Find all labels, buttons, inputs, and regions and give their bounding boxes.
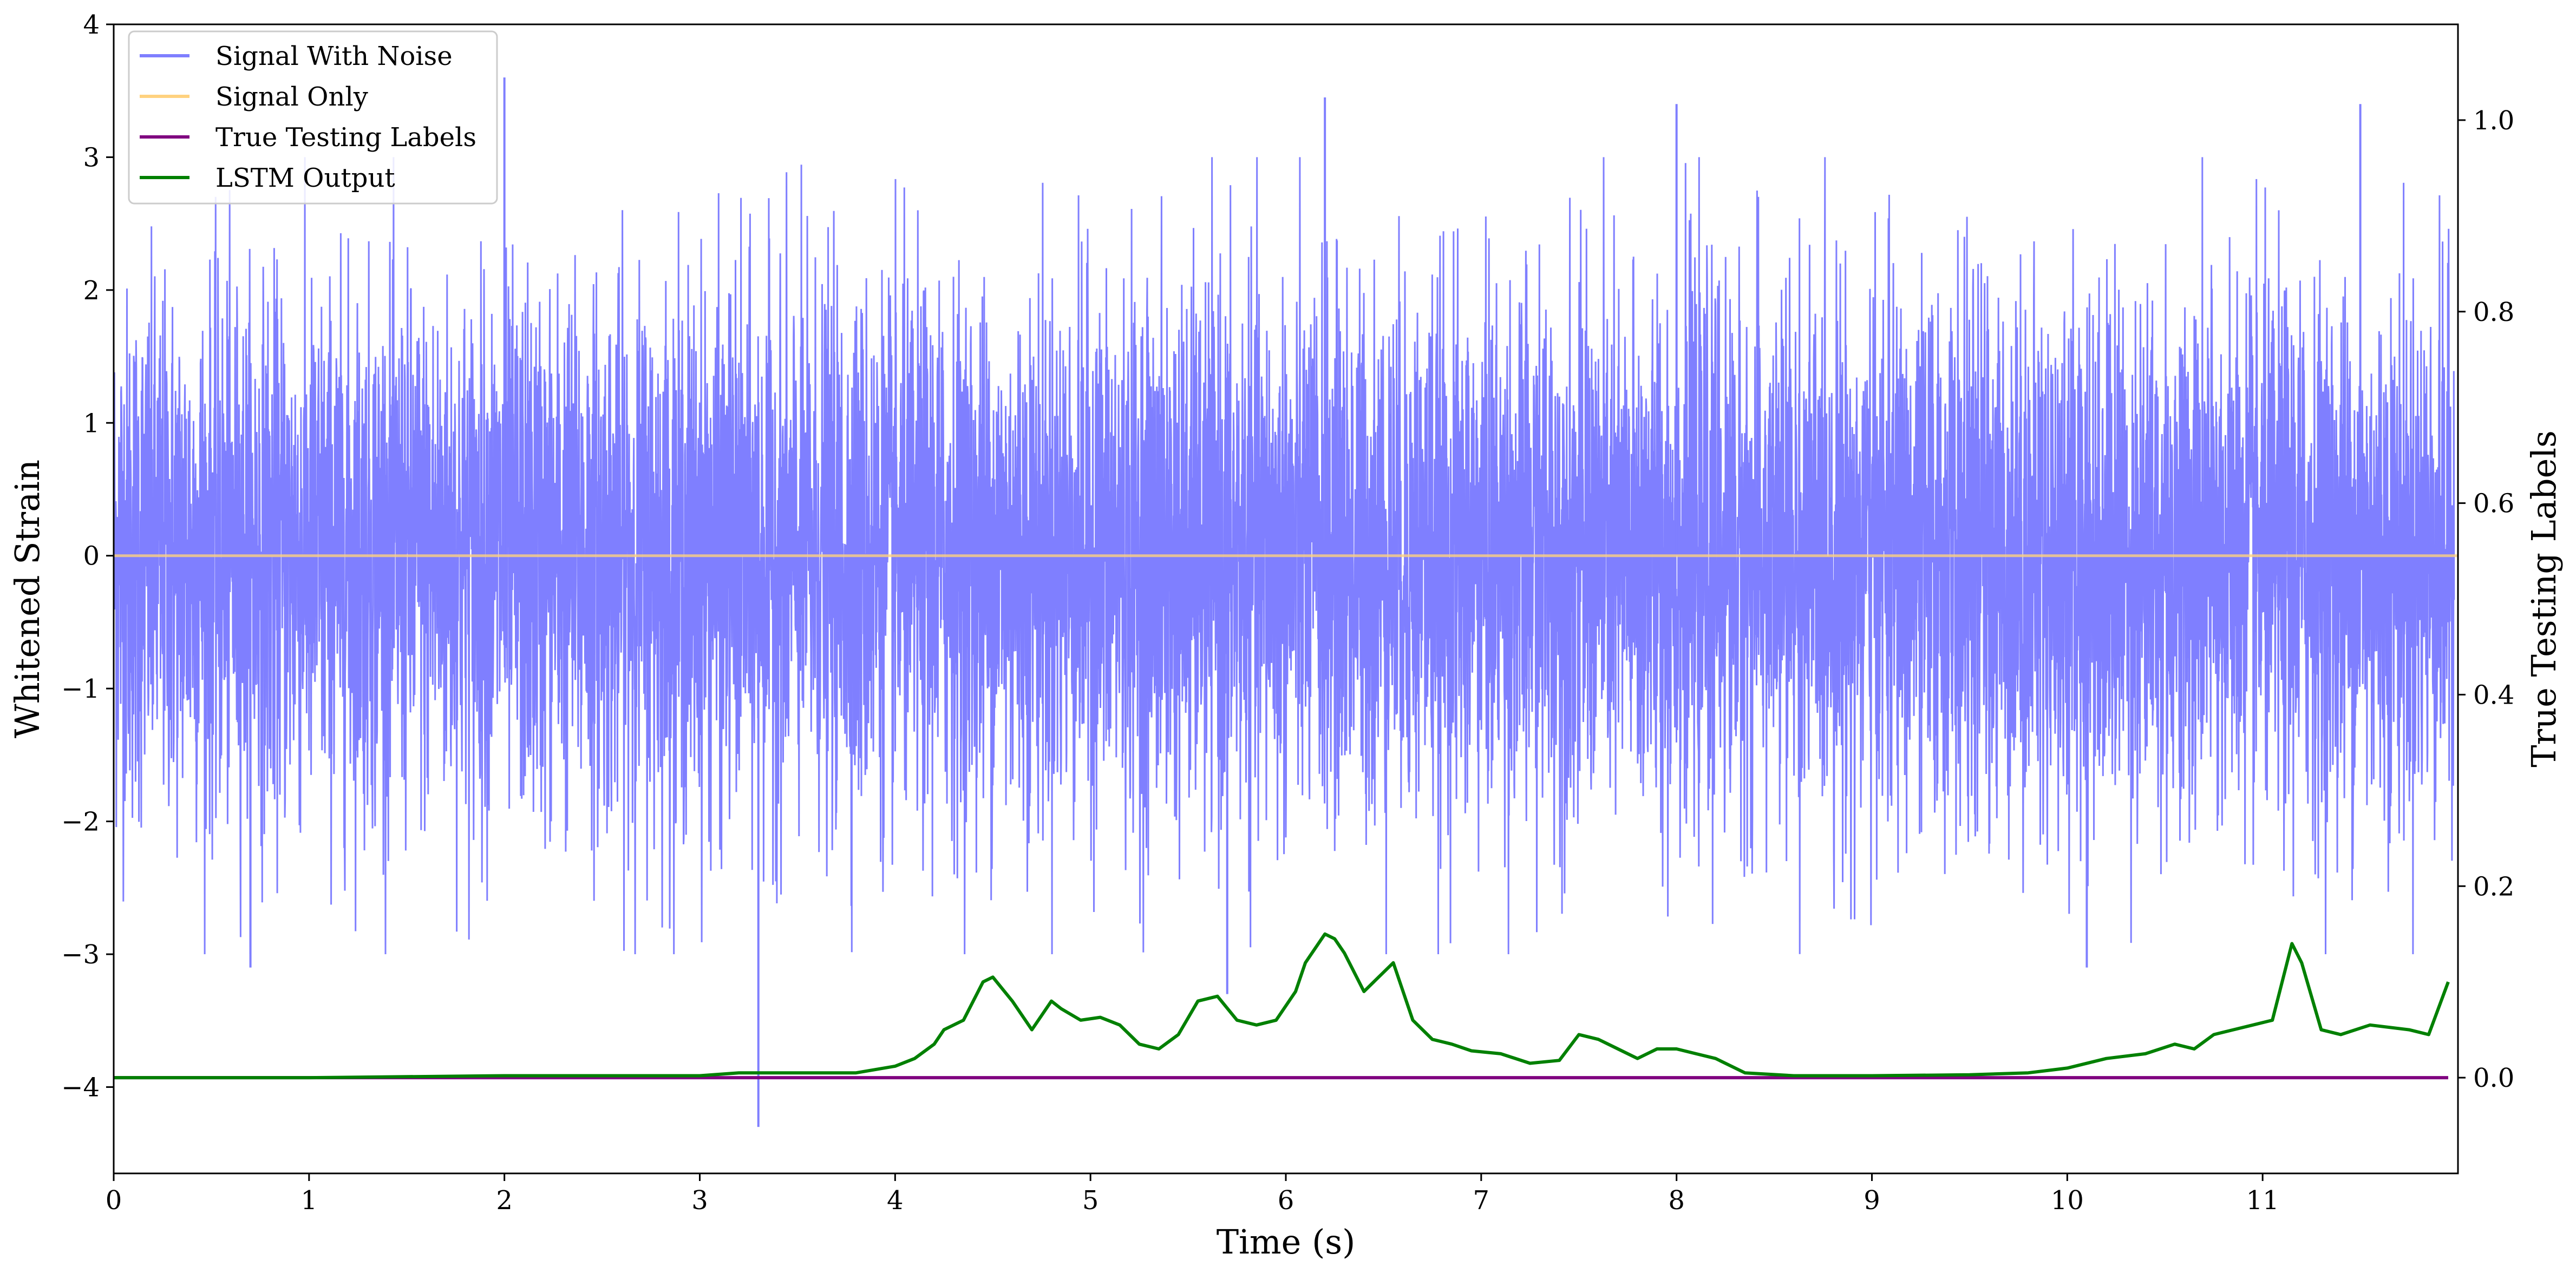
x-tick-label: 6 — [1278, 1185, 1294, 1216]
y-right-tick-label: 0.6 — [2473, 489, 2514, 519]
x-tick-label: 4 — [887, 1185, 904, 1216]
legend-label-1: Signal Only — [215, 82, 368, 112]
x-axis-label: Time (s) — [1217, 1222, 1356, 1262]
legend-label-0: Signal With Noise — [215, 41, 453, 71]
plot-area — [114, 77, 2458, 1127]
y-left-tick-label: −4 — [61, 1072, 100, 1103]
x-tick-label: 3 — [691, 1185, 708, 1216]
axes: 0 1 2 3 4 5 6 7 8 9 10 11 −4 −3 −2 −1 0 1 2 3 4 0.0 0.2 0.4 0.6 0… — [8, 10, 2564, 1262]
y-right-tick-label: 0.4 — [2473, 680, 2514, 710]
y-right-tick-label: 1.0 — [2473, 106, 2514, 136]
y-left-tick-label: −1 — [61, 674, 100, 704]
y-left-tick-label: 3 — [83, 142, 100, 173]
y-left-tick-label: 2 — [83, 275, 100, 306]
x-tick-label: 7 — [1473, 1185, 1490, 1216]
y-left-tick-label: −3 — [61, 940, 100, 970]
legend-label-2: True Testing Labels — [215, 122, 476, 153]
y-right-tick-label: 0.2 — [2473, 871, 2514, 902]
series-lstm-output — [114, 932, 2450, 1080]
y-left-tick-label: 4 — [83, 10, 100, 40]
x-tick-label: 0 — [106, 1185, 122, 1216]
x-tick-label: 8 — [1668, 1185, 1685, 1216]
legend: Signal With Noise Signal Only True Testing… — [128, 30, 498, 205]
x-tick-label: 2 — [496, 1185, 513, 1216]
y-right-tick-label: 0.0 — [2473, 1063, 2514, 1093]
x-tick-label: 5 — [1082, 1185, 1099, 1216]
x-tick-label: 11 — [2246, 1185, 2279, 1216]
y-left-tick-label: 1 — [83, 408, 100, 438]
series-group — [114, 77, 2458, 1127]
x-tick-label: 9 — [1864, 1185, 1880, 1216]
y-right-tick-label: 0.8 — [2473, 297, 2514, 327]
x-tick-label: 10 — [2051, 1185, 2084, 1216]
legend-label-3: LSTM Output — [215, 163, 395, 193]
y-left-tick-label: −2 — [61, 807, 100, 837]
y-left-tick-label: 0 — [83, 541, 100, 572]
y-left-axis-label: Whitened Strain — [8, 460, 47, 738]
x-tick-label: 1 — [301, 1185, 318, 1216]
legend-box — [128, 30, 498, 205]
y-right-axis-label: True Testing Labels — [2524, 430, 2564, 767]
